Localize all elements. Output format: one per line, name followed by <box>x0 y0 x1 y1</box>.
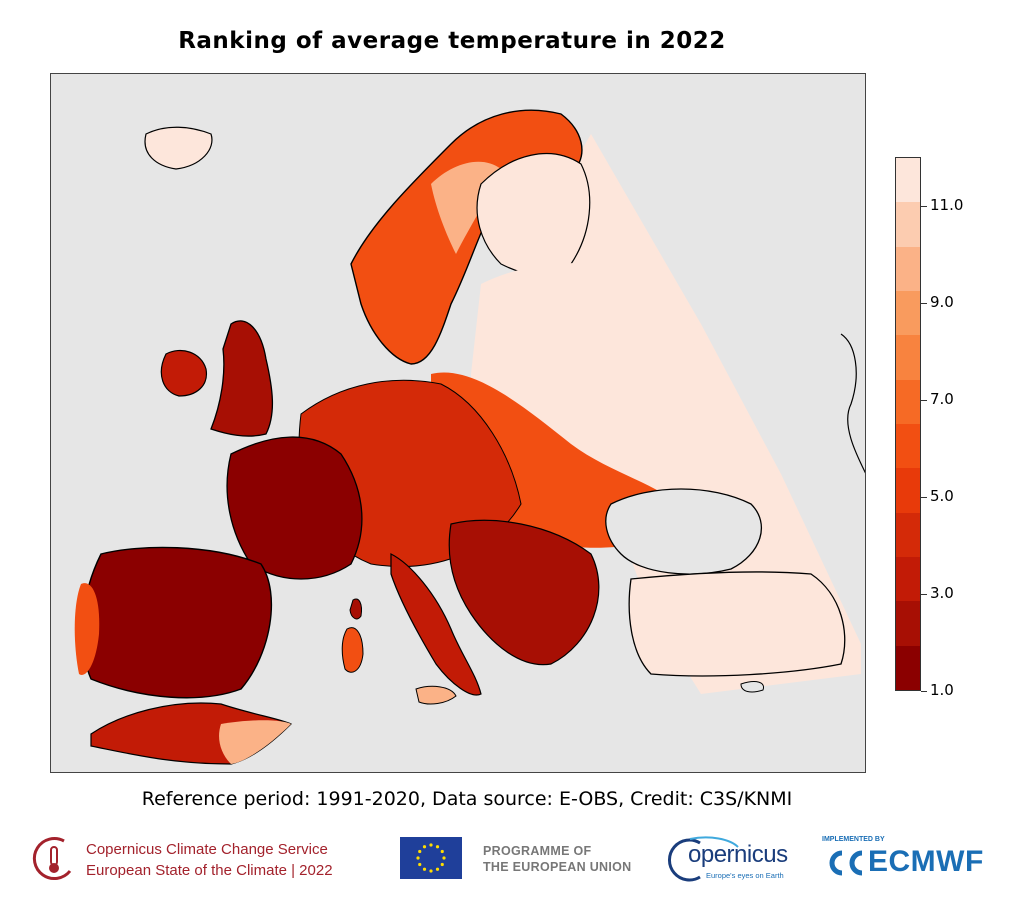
colorbar-tick <box>921 399 927 401</box>
eu-star <box>422 845 427 849</box>
eu-star <box>435 845 440 849</box>
colorbar-tick-label: 1.0 <box>930 681 954 699</box>
ecmwf-implemented-by: IMPLEMENTED BY <box>822 836 885 843</box>
eu-star <box>442 856 446 860</box>
eu-flag-icon <box>400 837 462 879</box>
colorbar-tick <box>921 496 927 498</box>
caspian-coast <box>840 333 865 474</box>
colorbar-tick-label: 3.0 <box>930 583 954 602</box>
sardinia <box>341 627 364 673</box>
c3s-text-block: Copernicus Climate Change Service Europe… <box>86 839 333 881</box>
caption: Reference period: 1991-2020, Data source… <box>141 788 793 810</box>
colorbar-tick-label: 7.0 <box>930 389 954 408</box>
colorbar-segment <box>896 424 920 469</box>
copernicus-logo-icon <box>668 836 739 882</box>
colorbar-tick-label: 11.0 <box>930 195 964 214</box>
ecmwf-mark-icon <box>829 850 863 876</box>
eu-star <box>416 856 420 860</box>
footer-logos: Copernicus Climate Change Service Europe… <box>0 825 1024 895</box>
europe-temperature-map <box>74 109 865 765</box>
colorbar-segment <box>896 468 920 513</box>
c3s-thermometer-icon <box>32 837 72 881</box>
colorbar-segment <box>896 512 920 558</box>
iberian-peninsula <box>81 546 273 699</box>
eu-star <box>418 849 422 854</box>
colorbar-segment <box>896 202 920 247</box>
eu-star <box>418 862 422 867</box>
eu-star <box>435 867 440 871</box>
eu-star <box>429 869 433 873</box>
black-sea <box>605 488 762 575</box>
iceland <box>144 126 213 170</box>
map-panel <box>50 73 866 773</box>
colorbar-segment <box>896 601 920 646</box>
colorbar-tick <box>921 593 927 595</box>
eu-star <box>440 849 444 854</box>
ecmwf-wordmark: ECMWF <box>868 845 984 878</box>
colorbar-segment <box>896 158 920 203</box>
colorbar-tick-label: 5.0 <box>930 486 954 505</box>
corsica <box>349 598 362 620</box>
colorbar-segment <box>896 335 920 380</box>
eu-line2: THE EUROPEAN UNION <box>483 860 632 874</box>
colorbar-segment <box>896 645 920 690</box>
anatolia <box>628 571 846 677</box>
copernicus-tagline: Europe's eyes on Earth <box>706 871 784 880</box>
c3s-line2: European State of the Climate | 2022 <box>86 862 333 879</box>
france <box>226 436 363 580</box>
great-britain <box>210 320 274 437</box>
eu-text-block: PROGRAMME OF THE EUROPEAN UNION <box>483 843 631 875</box>
copernicus-wordmark: opernicus <box>688 841 788 868</box>
colorbar-segment <box>896 291 920 336</box>
c3s-line1: Copernicus Climate Change Service <box>86 841 328 858</box>
colorbar-tick <box>921 691 927 692</box>
colorbar <box>895 157 921 691</box>
balkans <box>448 519 600 666</box>
portugal-coast-orange <box>74 583 100 675</box>
colorbar-segment <box>896 246 920 292</box>
eu-line1: PROGRAMME OF <box>483 844 592 858</box>
colorbar-segment <box>896 379 920 425</box>
cyprus <box>740 681 765 693</box>
eu-star <box>440 862 444 867</box>
sicily <box>415 685 457 705</box>
colorbar-segment <box>896 557 920 602</box>
map-title: Ranking of average temperature in 2022 <box>178 28 726 54</box>
north-africa-pale <box>219 720 291 764</box>
eu-star <box>429 843 433 847</box>
colorbar-tick <box>921 302 927 304</box>
colorbar-tick <box>921 205 927 207</box>
ireland <box>160 349 207 397</box>
eu-star <box>422 867 427 871</box>
italy <box>390 553 482 696</box>
colorbar-tick-label: 9.0 <box>930 292 954 311</box>
